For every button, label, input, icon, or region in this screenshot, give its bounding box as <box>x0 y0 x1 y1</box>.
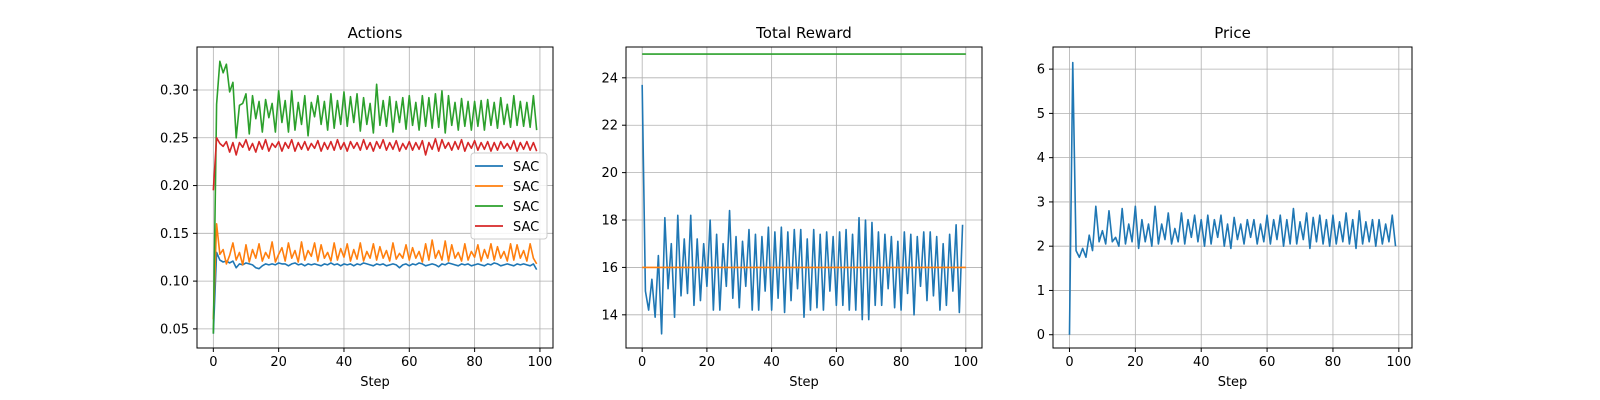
chart-title: Total Reward <box>755 24 852 42</box>
axes-frame <box>1052 46 1413 349</box>
price-panel: 0 20 40 60 80 100 0 1 2 3 4 5 6 Price Step <box>1037 24 1413 390</box>
y-tick-label: 4 <box>1037 151 1045 166</box>
x-tick-label: 100 <box>953 355 978 370</box>
x-tick-label: 40 <box>1193 355 1210 370</box>
legend-label: SAC <box>513 160 539 175</box>
x-tick-label: 0 <box>638 355 646 370</box>
legend-label: SAC <box>513 220 539 235</box>
y-tick-label: 16 <box>601 261 618 276</box>
y-tick-label: 0.10 <box>160 275 189 290</box>
x-tick-label: 100 <box>1386 355 1411 370</box>
axes-frame <box>196 46 554 349</box>
y-tick-label: 6 <box>1037 63 1045 78</box>
y-tick-label: 20 <box>601 166 618 181</box>
legend-label: SAC <box>513 200 539 215</box>
y-tick-label: 0.05 <box>160 322 189 337</box>
legend: SAC SAC SAC SAC <box>470 152 548 240</box>
series-line-0 <box>1068 61 1397 335</box>
x-tick-label: 20 <box>270 355 287 370</box>
y-tick-label: 18 <box>601 214 618 229</box>
x-tick-label: 40 <box>336 355 353 370</box>
legend-box <box>470 152 548 240</box>
y-tick-label: 3 <box>1037 195 1045 210</box>
y-tick-label: 2 <box>1037 240 1045 255</box>
y-tick-label: 24 <box>601 71 618 86</box>
x-tick-label: 60 <box>1259 355 1276 370</box>
x-tick-label: 20 <box>699 355 716 370</box>
y-tick-label: 0 <box>1037 328 1045 343</box>
y-tick-label: 1 <box>1037 284 1045 299</box>
series-line-0 <box>641 84 964 335</box>
x-tick-label: 20 <box>1127 355 1144 370</box>
chart-title: Actions <box>348 24 403 42</box>
x-tick-label: 100 <box>528 355 553 370</box>
y-tick-label: 0.20 <box>160 179 189 194</box>
series-line-1 <box>212 222 538 320</box>
x-tick-label: 0 <box>209 355 217 370</box>
legend-label: SAC <box>513 180 539 195</box>
y-tick-label: 0.15 <box>160 227 189 242</box>
x-tick-label: 80 <box>1325 355 1342 370</box>
y-tick-label: 5 <box>1037 107 1045 122</box>
x-tick-label: 80 <box>893 355 910 370</box>
x-tick-label: 60 <box>401 355 418 370</box>
total-reward-panel: 0 20 40 60 80 100 14 16 18 20 22 24 Total Reward Step <box>601 24 983 390</box>
x-tick-label: 60 <box>828 355 845 370</box>
series-line-3 <box>212 136 538 191</box>
series-line-0 <box>212 251 538 334</box>
x-axis-label: Step <box>1218 375 1248 390</box>
x-tick-label: 80 <box>466 355 483 370</box>
actions-panel: 0 20 40 60 80 100 0.05 0.10 0.15 0.20 0.25 0.30 Acti… <box>160 24 554 390</box>
x-axis-label: Step <box>789 375 819 390</box>
y-tick-label: 0.25 <box>160 131 189 146</box>
x-tick-label: 40 <box>763 355 780 370</box>
axes-frame <box>625 46 983 349</box>
chart-title: Price <box>1214 24 1251 42</box>
y-tick-label: 22 <box>601 119 618 134</box>
x-axis-label: Step <box>360 375 390 390</box>
y-tick-label: 14 <box>601 308 618 323</box>
series-line-2 <box>212 60 538 334</box>
y-tick-label: 0.30 <box>160 84 189 99</box>
x-tick-label: 0 <box>1065 355 1073 370</box>
